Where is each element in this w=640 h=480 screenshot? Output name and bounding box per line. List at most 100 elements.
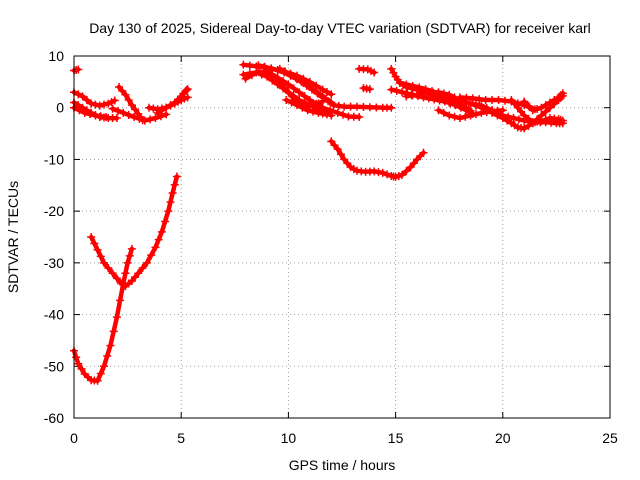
data-point (245, 61, 254, 70)
data-point (183, 93, 192, 102)
data-point (74, 359, 83, 368)
data-point (77, 364, 86, 373)
data-point (162, 110, 171, 119)
data-point (418, 90, 427, 99)
data-point (168, 189, 177, 198)
series-arc-8 (153, 85, 192, 117)
data-point (153, 108, 162, 117)
data-point (439, 108, 448, 117)
data-point (378, 168, 387, 177)
data-point (130, 113, 139, 122)
data-point (307, 85, 316, 94)
data-point (503, 116, 512, 125)
y-tick-label: -50 (44, 358, 64, 374)
data-point (161, 217, 170, 226)
data-point (74, 65, 83, 74)
data-point (121, 269, 130, 278)
data-point (138, 264, 147, 273)
data-point (493, 111, 502, 120)
series-arc-18 (327, 137, 428, 182)
data-point (127, 244, 136, 253)
data-point (498, 114, 507, 123)
data-point (183, 85, 192, 94)
data-point (450, 112, 459, 121)
axis-ticks: -60 -50 -40 -30 -20 -10 0 10 0 5 10 15 20 25 (44, 48, 618, 446)
data-point (125, 251, 134, 260)
data-point (318, 85, 327, 94)
data-point (260, 62, 269, 71)
data-point (524, 114, 533, 123)
data-point (466, 111, 475, 120)
y-axis-label: SDTVAR / TECUs (5, 181, 21, 293)
data-point (472, 100, 480, 109)
data-point (239, 60, 248, 69)
data-point (295, 88, 304, 97)
data-point (524, 101, 533, 110)
y-tick-label: -30 (44, 255, 64, 271)
data-point (74, 90, 83, 99)
data-point (104, 264, 113, 273)
data-point (309, 107, 318, 116)
data-point (430, 95, 439, 104)
data-point (289, 84, 298, 93)
data-point (314, 108, 323, 117)
data-point (121, 90, 130, 99)
y-tick-label: -40 (44, 307, 64, 323)
data-point (355, 113, 364, 122)
data-point (524, 121, 533, 130)
data-point (445, 111, 454, 120)
data-point (477, 101, 486, 110)
data-point (273, 73, 282, 82)
data-point (106, 341, 115, 350)
data-point (435, 96, 444, 105)
data-point (550, 95, 559, 104)
series-arc-29 (507, 95, 567, 127)
data-point (462, 104, 471, 113)
data-point (419, 148, 428, 157)
data-point (312, 99, 321, 108)
series-arc-10 (87, 172, 181, 291)
data-point (119, 108, 128, 117)
data-point (402, 80, 411, 89)
data-point (541, 115, 550, 124)
data-point (333, 145, 342, 154)
data-point (520, 97, 529, 106)
data-point (96, 112, 105, 121)
data-point (108, 269, 117, 278)
data-point (247, 71, 256, 80)
data-point (87, 233, 96, 241)
data-point (528, 106, 537, 115)
data-point (472, 110, 480, 119)
data-point (170, 180, 179, 189)
data-point (127, 101, 136, 110)
data-point (365, 85, 374, 94)
data-point (482, 103, 491, 112)
data-point (151, 114, 160, 123)
data-point (102, 113, 111, 122)
data-point (303, 106, 312, 115)
data-point (149, 104, 158, 113)
data-point (398, 88, 407, 97)
data-point (142, 258, 151, 267)
data-point (146, 115, 155, 124)
data-point (140, 116, 149, 125)
data-point (475, 95, 484, 104)
data-point (370, 68, 379, 77)
data-point (239, 70, 248, 79)
series-arc-30 (520, 89, 567, 115)
series-arc-4 (70, 103, 111, 122)
data-point (326, 106, 335, 115)
data-point (439, 89, 448, 98)
data-point (329, 101, 338, 110)
data-point (300, 92, 309, 101)
data-point (514, 115, 523, 124)
data-point (327, 90, 336, 99)
data-point (131, 105, 140, 114)
series-arc-15 (262, 67, 364, 122)
data-point (254, 61, 263, 70)
data-point (80, 108, 89, 117)
data-point (112, 274, 121, 283)
data-point (322, 110, 331, 119)
data-point (96, 369, 105, 378)
data-point (166, 198, 175, 207)
